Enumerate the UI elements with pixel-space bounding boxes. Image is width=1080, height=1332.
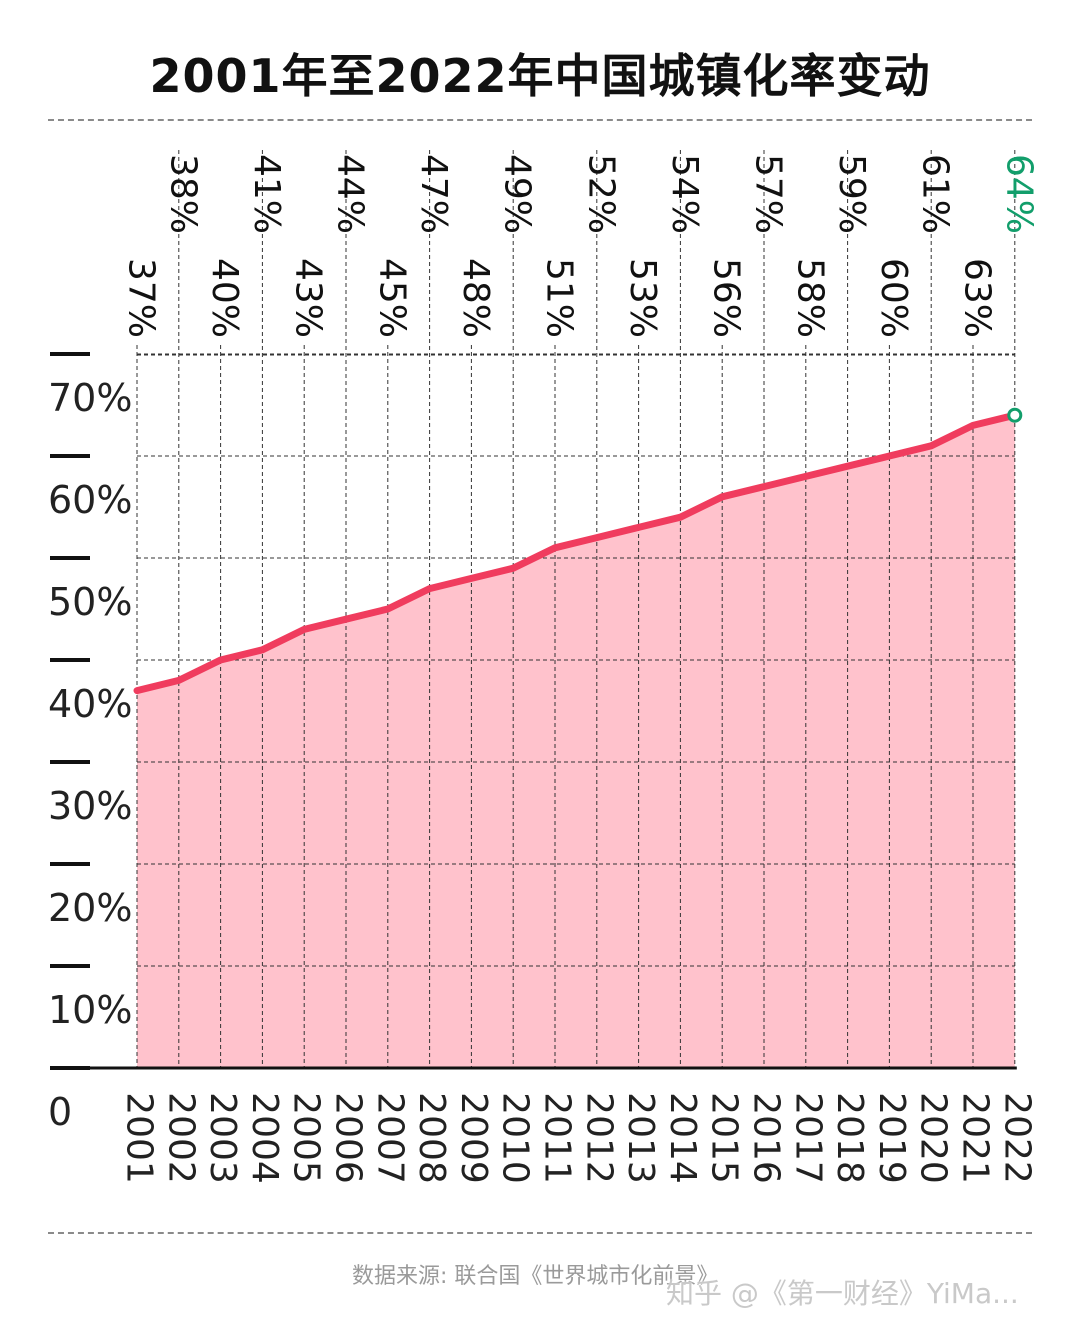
value-label: 37% — [121, 258, 162, 338]
y-tick-label: 60% — [48, 478, 132, 522]
x-tick-label: 2018 — [829, 1092, 870, 1184]
x-tick-label: 2007 — [369, 1092, 410, 1184]
x-tick-label: 2004 — [244, 1092, 285, 1184]
x-tick-label: 2016 — [746, 1092, 787, 1184]
x-tick-label: 2010 — [495, 1092, 536, 1184]
value-label: 61% — [915, 154, 956, 234]
value-label: 63% — [957, 258, 998, 338]
value-label: 40% — [204, 258, 245, 338]
value-label: 64% — [998, 154, 1039, 234]
y-tick-label: 30% — [48, 784, 132, 828]
chart-title: 2001年至2022年中国城镇化率变动 — [149, 49, 931, 103]
y-tick-label: 50% — [48, 580, 132, 624]
x-tick-label: 2017 — [787, 1092, 828, 1184]
y-tick-label: 70% — [48, 376, 132, 420]
x-tick-label: 2008 — [411, 1092, 452, 1184]
value-label: 56% — [706, 258, 747, 338]
x-tick-label: 2006 — [328, 1092, 369, 1184]
area-fill — [137, 415, 1015, 1068]
x-tick-label: 2019 — [871, 1092, 912, 1184]
x-tick-label: 2009 — [453, 1092, 494, 1184]
value-label: 51% — [539, 258, 580, 338]
value-label: 44% — [330, 154, 371, 234]
value-label: 52% — [580, 154, 621, 234]
x-tick-label: 2015 — [704, 1092, 745, 1184]
value-label: 38% — [162, 154, 203, 234]
x-tick-label: 2003 — [202, 1092, 243, 1184]
value-label: 43% — [288, 258, 329, 338]
y-tick-label: 20% — [48, 886, 132, 930]
value-label: 49% — [497, 154, 538, 234]
data-point-latest — [1007, 407, 1023, 423]
y-tick-label: 10% — [48, 988, 132, 1032]
value-label: 45% — [371, 258, 412, 338]
value-label: 53% — [622, 258, 663, 338]
x-tick-label: 2014 — [662, 1092, 703, 1184]
y-tick-label: 40% — [48, 682, 132, 726]
value-label: 58% — [789, 258, 830, 338]
watermark: 知乎 @《第一财经》YiMa... — [666, 1277, 1019, 1310]
x-tick-label: 2020 — [913, 1092, 954, 1184]
value-label: 47% — [413, 154, 454, 234]
value-label: 54% — [664, 154, 705, 234]
x-tick-label: 2005 — [286, 1092, 327, 1184]
bottom-divider — [48, 1232, 1032, 1234]
source-note: 数据来源: 联合国《世界城市化前景》 — [352, 1264, 719, 1289]
value-label: 60% — [873, 258, 914, 338]
value-label: 48% — [455, 258, 496, 338]
value-label: 59% — [831, 154, 872, 234]
value-label: 41% — [246, 154, 287, 234]
y-tick-label: 0 — [48, 1090, 72, 1134]
x-tick-label: 2002 — [160, 1092, 201, 1184]
top-divider — [48, 119, 1032, 121]
x-tick-label: 2013 — [620, 1092, 661, 1184]
x-tick-label: 2001 — [119, 1092, 160, 1184]
value-label: 57% — [748, 154, 789, 234]
x-tick-label: 2021 — [955, 1092, 996, 1184]
x-tick-label: 2012 — [578, 1092, 619, 1184]
x-tick-label: 2011 — [537, 1092, 578, 1184]
x-tick-label: 2022 — [996, 1092, 1037, 1184]
series-line — [133, 411, 1019, 695]
